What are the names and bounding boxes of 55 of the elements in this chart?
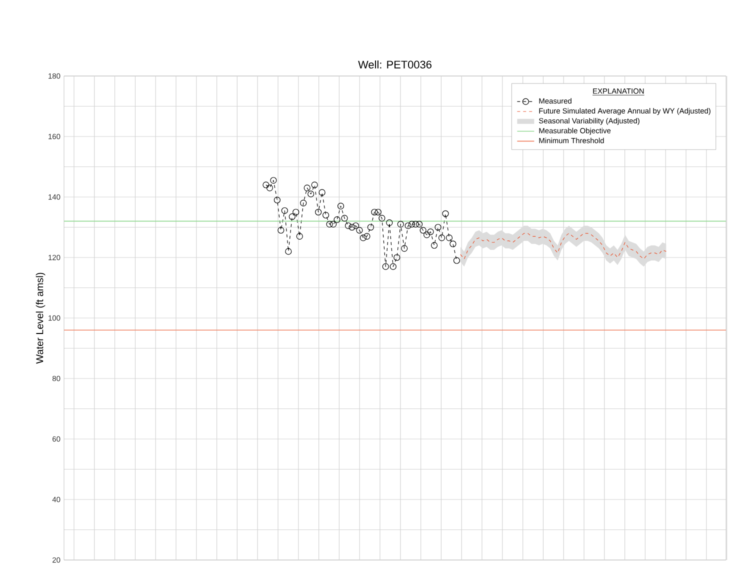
point [296,233,303,240]
point [371,208,378,216]
point [401,245,408,252]
point [322,212,330,218]
point [430,242,438,249]
point [348,224,356,231]
point [453,257,460,264]
point [304,184,310,192]
point [344,222,352,230]
line-series [460,232,666,260]
point [318,189,326,196]
point [442,210,449,217]
point [404,222,412,230]
point [281,207,288,214]
point [374,208,382,216]
point [386,219,393,226]
point [311,182,318,188]
point [360,234,367,242]
point [266,184,273,192]
point [270,177,277,184]
point [262,182,270,188]
point [341,214,348,222]
chart-title: Well: PET0036 [358,60,432,68]
point [308,190,314,198]
point [390,263,396,270]
point [382,263,389,270]
point [334,216,340,223]
point [300,200,307,206]
point [378,214,386,222]
point [416,220,423,228]
point [352,222,360,230]
point [292,208,300,216]
point [438,234,446,242]
point [446,234,453,242]
point [330,220,337,228]
point [450,240,456,248]
point [315,208,322,216]
point [427,228,434,236]
point [424,232,430,238]
point [274,196,280,204]
point [356,226,363,234]
point [420,226,426,234]
point [278,226,284,234]
point [337,202,344,210]
point [394,254,400,261]
point [408,220,416,228]
point [412,220,419,228]
point [397,220,404,228]
point [288,213,296,220]
point [326,220,333,228]
point [367,224,374,231]
point [364,233,370,240]
point [434,224,442,231]
point [285,248,292,255]
y-axis-title: Water Level (ft amsl) [36,272,46,364]
